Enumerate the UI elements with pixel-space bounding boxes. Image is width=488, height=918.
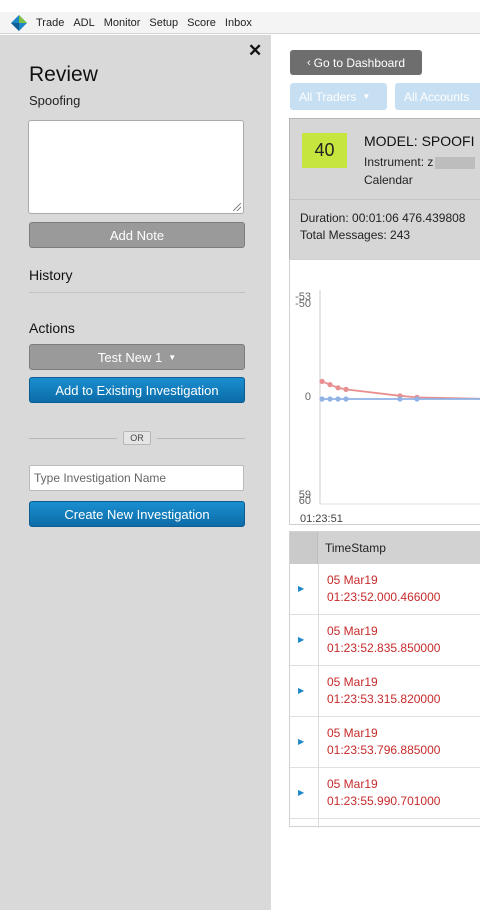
instrument-line: Instrument: z <box>364 155 476 169</box>
row-date: 05 Mar19 <box>327 675 378 689</box>
expand-row-icon[interactable]: ▶ <box>298 635 305 644</box>
all-accounts-filter[interactable]: All Accounts <box>395 83 480 110</box>
instrument-label: Instrument: z <box>364 155 434 169</box>
menu-item-inbox[interactable]: Inbox <box>224 16 252 29</box>
alert-detail-area: ‹ Go to Dashboard All Traders ▼ All Acco… <box>271 35 480 910</box>
close-icon[interactable]: ✕ <box>248 41 263 60</box>
menu-item-monitor[interactable]: Monitor <box>103 16 141 29</box>
all-accounts-label: All Accounts <box>404 89 470 104</box>
column-divider <box>318 564 319 828</box>
data-point <box>335 396 341 402</box>
data-point <box>327 396 333 402</box>
menu-item-adl[interactable]: ADL <box>73 16 95 29</box>
table-row[interactable]: ▶ 05 Mar19 01:23:52.835.850000 <box>290 615 480 666</box>
card-divider <box>290 199 480 200</box>
data-point <box>343 386 349 392</box>
go-to-dashboard-label: Go to Dashboard <box>313 55 406 70</box>
data-point <box>335 385 341 391</box>
total-messages-text: Total Messages: 243 <box>300 228 411 242</box>
data-point <box>327 382 333 388</box>
table-row[interactable]: ▶ 05 Mar19 01:23:53.796.885000 <box>290 717 480 768</box>
timestamp-column-header[interactable]: TimeStamp <box>325 541 386 555</box>
status-select[interactable]: Test New 1 ▼ <box>29 344 245 370</box>
row-timestamp: 05 Mar19 01:23:53.315.820000 <box>327 674 440 708</box>
price-chart: -53 -50 0 59 60 01:23:51 <box>289 259 480 525</box>
alert-summary-card: 40 MODEL: SPOOFI Instrument: z Calendar … <box>289 118 480 260</box>
or-separator: OR <box>29 431 245 445</box>
resize-grip-icon[interactable] <box>233 203 241 211</box>
duration-text: Duration: 00:01:06 476.439808 <box>300 211 466 225</box>
x-tick-label: 01:23:51 <box>300 513 343 525</box>
create-new-investigation-button[interactable]: Create New Investigation <box>29 501 245 527</box>
expand-column-header <box>290 532 318 564</box>
row-time: 01:23:52.000.466000 <box>327 590 441 604</box>
data-point <box>319 378 325 384</box>
data-point <box>343 396 349 402</box>
messages-table: TimeStamp ▶ 05 Mar19 01:23:52.000.466000… <box>289 531 480 828</box>
expand-row-icon[interactable]: ▶ <box>298 584 305 593</box>
row-time: 01:23:53.315.820000 <box>327 692 441 706</box>
menu-item-setup[interactable]: Setup <box>149 16 179 29</box>
instrument-type: Calendar <box>364 173 413 187</box>
table-header: TimeStamp <box>290 532 480 564</box>
investigation-name-input[interactable] <box>29 465 244 491</box>
or-line-left <box>29 438 117 439</box>
all-traders-label: All Traders <box>299 89 357 104</box>
status-select-value: Test New 1 <box>97 349 163 365</box>
table-row[interactable]: ▶ 05 Mar19 01:23:55.990.701000 <box>290 768 480 819</box>
redacted-instrument <box>435 156 476 169</box>
table-row[interactable]: ▶ 05 Mar19 01:23:53.315.820000 <box>290 666 480 717</box>
review-alert-type: Spoofing <box>29 93 81 108</box>
expand-row-icon[interactable]: ▶ <box>298 737 305 746</box>
chevron-left-icon: ‹ <box>306 56 311 69</box>
review-title: Review <box>29 63 98 86</box>
top-menubar: Trade ADL Monitor Setup Score Inbox <box>0 12 480 34</box>
row-time: 01:23:52.835.850000 <box>327 641 441 655</box>
data-point <box>319 396 325 402</box>
row-date: 05 Mar19 <box>327 726 378 740</box>
go-to-dashboard-button[interactable]: ‹ Go to Dashboard <box>290 50 422 75</box>
score-badge: 40 <box>302 133 347 168</box>
row-timestamp: 05 Mar19 01:23:52.835.850000 <box>327 623 440 657</box>
add-note-button[interactable]: Add Note <box>29 222 245 248</box>
model-name: MODEL: SPOOFI <box>364 133 475 149</box>
row-timestamp: 05 Mar19 01:23:55.990.701000 <box>327 776 440 810</box>
data-point <box>397 396 403 402</box>
app-logo-icon[interactable] <box>8 12 30 34</box>
history-heading: History <box>29 267 73 283</box>
y-tick-label: -53 <box>295 291 311 303</box>
table-row[interactable]: ▶ 05 Mar19 01:23:52.000.466000 <box>290 564 480 615</box>
y-tick-label: 59 <box>299 489 311 501</box>
expand-row-icon[interactable]: ▶ <box>298 788 305 797</box>
row-timestamp: 05 Mar19 01:23:53.796.885000 <box>327 725 440 759</box>
data-point <box>414 396 420 402</box>
row-time: 01:23:55.990.701000 <box>327 794 441 808</box>
menu-item-score[interactable]: Score <box>187 16 216 29</box>
actions-heading: Actions <box>29 320 75 336</box>
history-divider <box>29 292 245 293</box>
or-badge: OR <box>123 431 151 445</box>
all-traders-filter[interactable]: All Traders ▼ <box>290 83 387 110</box>
expand-row-icon[interactable]: ▶ <box>298 686 305 695</box>
row-date: 05 Mar19 <box>327 573 378 587</box>
y-tick-label: 0 <box>305 391 311 403</box>
chevron-down-icon: ▼ <box>168 352 177 362</box>
menu-item-trade[interactable]: Trade <box>36 16 65 29</box>
or-line-right <box>157 438 245 439</box>
note-textarea[interactable] <box>28 120 244 214</box>
y-tick-label: -50 <box>295 298 311 310</box>
y-tick-label: 60 <box>299 495 311 507</box>
add-to-existing-investigation-button[interactable]: Add to Existing Investigation <box>29 377 245 403</box>
row-timestamp: 05 Mar19 01:23:52.000.466000 <box>327 572 440 606</box>
row-time: 01:23:53.796.885000 <box>327 743 441 757</box>
chevron-down-icon: ▼ <box>362 92 371 101</box>
row-date: 05 Mar19 <box>327 777 378 791</box>
row-date: 05 Mar19 <box>327 624 378 638</box>
review-panel: ✕ Review Spoofing Add Note History Actio… <box>0 35 271 910</box>
